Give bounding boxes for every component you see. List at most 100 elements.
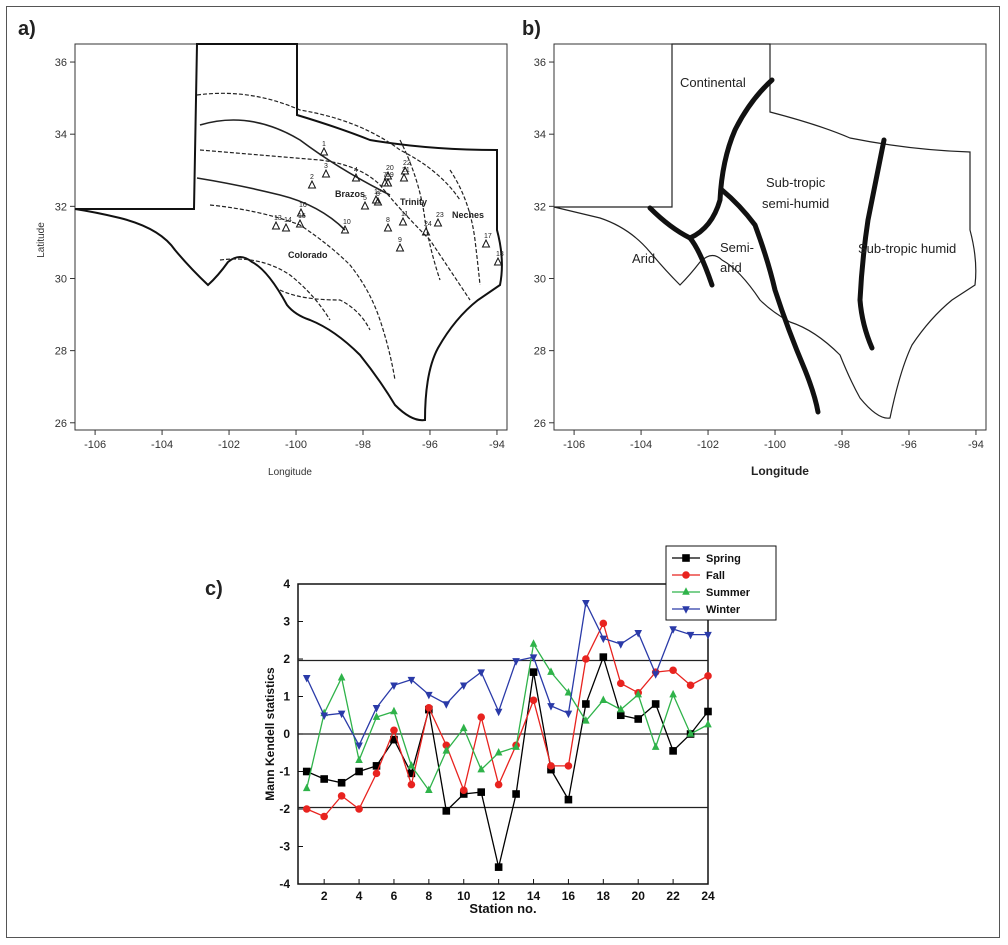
point-fall-15 [547,762,555,770]
point-fall-18 [599,619,608,628]
point-winter-18 [599,635,608,644]
point-spring-2 [320,775,328,783]
panel-b-xtick-5: -96 [901,439,917,451]
point-fall-22 [669,666,677,675]
series-fall [302,619,712,821]
station-label-8: 8 [386,217,390,224]
legend-label-fall: Fall [706,570,725,582]
point-spring-13 [512,790,520,798]
station-marker-9 [395,242,405,252]
station-label-7: 7 [383,172,387,179]
panel-a-xtick-3: -100 [285,439,307,451]
panel-b-ytick-0: 26 [534,418,546,430]
station-marker-14 [281,222,291,232]
point-winter-12 [494,708,503,717]
station-marker-8 [383,222,393,232]
station-label-11: 11 [401,211,408,218]
point-winter-8 [425,691,433,700]
point-summer-24 [704,719,712,728]
point-spring-4 [355,767,363,776]
region-subtropic-semihumid-1: Sub-tropic [766,175,826,190]
point-summer-11 [477,764,485,773]
station-marker-11 [398,216,408,226]
point-fall-24 [704,672,712,680]
legend-marker-fall [682,571,690,579]
point-winter-5 [372,704,381,713]
x-tick-label-10: 22 [666,889,680,903]
station-label-3: 3 [324,163,328,170]
station-marker-23 [433,217,443,227]
point-winter-1 [302,674,311,683]
panel-b-label: b) [522,18,541,40]
station-marker-5 [360,200,370,210]
series-line-spring [306,655,709,868]
boundary-semiarid [719,187,821,415]
panel-c-label: c) [205,578,223,600]
point-summer-17 [582,716,590,724]
point-fall-8 [425,703,433,712]
point-winter-16 [564,710,573,719]
station-marker-20 [383,170,393,180]
panel-a-xlabel: Longitude [268,467,312,478]
region-semi-arid-1: Semi- [720,240,754,255]
point-fall-16 [564,762,573,770]
point-fall-1 [302,805,311,813]
point-winter-2 [320,712,328,721]
point-winter-23 [686,631,695,640]
texas-outline [74,43,503,422]
point-fall-9 [442,741,451,750]
point-fall-4 [355,805,363,813]
station-label-14: 14 [284,217,292,224]
region-continental: Continental [680,75,746,90]
station-marker-4 [351,172,361,182]
y-tick-label-0: -4 [279,877,290,891]
panel-a-xtick-6: -94 [489,439,505,451]
point-winter-20 [634,629,643,638]
station-label-5: 5 [363,195,367,202]
station-marker-15 [295,218,305,228]
series-winter [302,599,712,751]
panel-a-ytick-1: 28 [55,346,67,358]
point-fall-17 [582,655,590,663]
y-tick-label-5: 1 [283,690,290,704]
station-marker-13 [271,220,281,230]
station-label-24: 24 [424,221,432,228]
panel-b-xtick-1: -104 [630,439,652,451]
point-winter-13 [512,658,520,666]
station-label-12: 12 [374,189,382,196]
point-fall-3 [337,792,346,800]
station-marker-16 [296,207,306,217]
station-label-21: 21 [402,167,410,174]
panel-a-xtick-5: -96 [422,439,438,451]
station-label-17: 17 [484,233,492,240]
panel-a-ytick-0: 26 [55,418,67,430]
panel-b-xtick-3: -100 [764,439,786,451]
station-marker-2 [307,179,317,189]
station-label-23: 23 [436,212,444,219]
station-label-20: 20 [386,165,394,172]
x-tick-label-8: 18 [597,889,611,903]
point-summer-18 [599,695,608,704]
x-tick-label-4: 10 [457,889,471,903]
figure-frame [6,6,1000,938]
legend-label-spring: Spring [706,553,741,565]
point-spring-11 [477,788,485,796]
point-winter-4 [355,742,363,751]
station-marker-24 [421,226,431,236]
point-summer-4 [355,755,363,764]
panel-a-xtick-2: -102 [218,439,240,451]
y-tick-label-2: -2 [279,802,290,816]
x-tick-label-11: 24 [701,889,715,903]
station-marker-21 [399,172,409,182]
point-spring-24 [704,707,712,716]
point-summer-14 [529,639,538,647]
point-spring-18 [599,653,608,661]
point-spring-14 [529,668,538,676]
point-winter-15 [547,703,555,711]
panel-b-ytick-5: 36 [534,57,546,69]
x-tick-label-9: 20 [632,889,646,903]
station-marker-19 [383,177,393,187]
point-spring-3 [337,778,346,787]
